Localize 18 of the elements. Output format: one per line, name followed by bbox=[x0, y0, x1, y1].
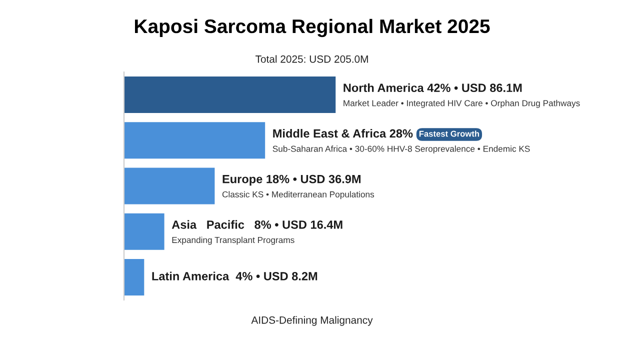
annotation: Sub-Saharan Africa • 30-60% HHV-8 Seroprevalence • Endemic KS bbox=[272, 146, 530, 154]
bar bbox=[124, 168, 215, 204]
data-label: Middle East & Africa 28% bbox=[273, 128, 413, 138]
bar bbox=[124, 76, 336, 114]
chart-subtitle: Total 2025: USD 205.0M bbox=[255, 55, 368, 63]
text: AIDS-Defining Malignancy bbox=[251, 316, 373, 326]
chart-title: Kaposi Sarcoma Regional Market 2025 bbox=[135, 18, 490, 38]
bar bbox=[124, 258, 144, 296]
data-label: Asia Pacific 8% • USD 16.4M bbox=[172, 220, 342, 229]
bar bbox=[124, 122, 266, 159]
annotation: Classic KS • Mediterranean Populations bbox=[222, 191, 374, 200]
data-label: Europe 18% • USD 36.9M bbox=[222, 174, 360, 186]
text: Fastest Growth bbox=[419, 130, 480, 137]
data-label: North America 42% • USD 86.1M bbox=[344, 83, 522, 92]
bar bbox=[124, 213, 164, 250]
data-label: Latin America 4% • USD 8.2M bbox=[152, 272, 318, 280]
annotation: Expanding Transplant Programs bbox=[172, 236, 294, 245]
text: Market Leader • Integrated HIV Care • Orphan Drug Pathways bbox=[344, 100, 580, 108]
